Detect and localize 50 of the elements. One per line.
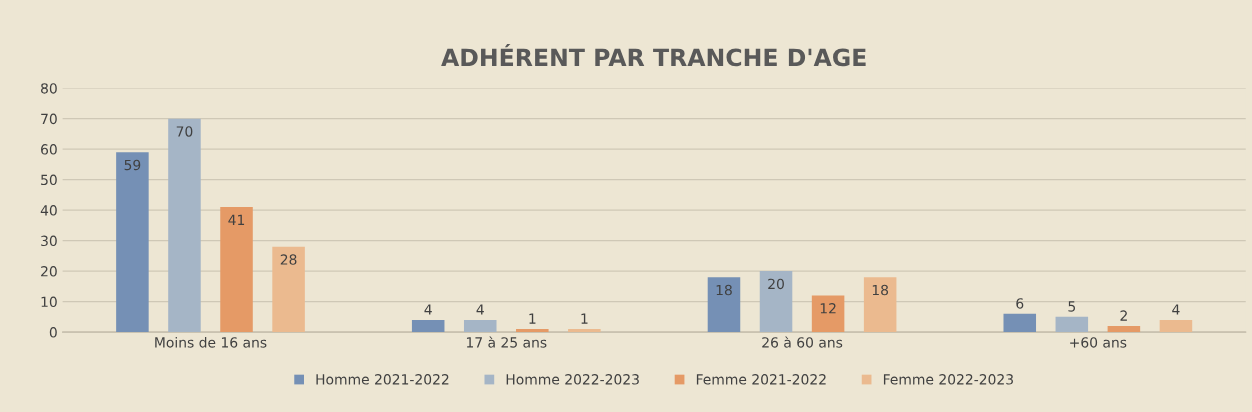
chart-title: ADHÉRENT PAR TRANCHE D'AGE bbox=[441, 44, 866, 67]
legend-label: Femme 2021-2022 bbox=[696, 374, 826, 385]
bar bbox=[1003, 313, 1037, 333]
bar bbox=[863, 277, 897, 333]
y-tick-label: 60 bbox=[41, 144, 57, 155]
data-label: 5 bbox=[1068, 301, 1076, 312]
data-label: 59 bbox=[124, 159, 141, 171]
y-tick-label: 70 bbox=[41, 113, 57, 125]
bar bbox=[272, 246, 305, 333]
data-label: 4 bbox=[424, 304, 432, 315]
y-tick-label: 50 bbox=[41, 174, 57, 186]
bar bbox=[220, 207, 253, 333]
bar bbox=[1055, 316, 1089, 333]
data-label: 18 bbox=[872, 284, 889, 296]
y-tick-label: 40 bbox=[40, 205, 57, 216]
data-label: 41 bbox=[228, 214, 245, 225]
data-label: 28 bbox=[280, 254, 297, 265]
bar bbox=[411, 319, 445, 333]
data-label: 4 bbox=[1172, 304, 1180, 315]
bar bbox=[516, 329, 549, 333]
legend-label: Homme 2021-2022 bbox=[316, 374, 449, 385]
data-label: 20 bbox=[768, 278, 784, 290]
bar bbox=[168, 118, 201, 333]
data-label: 1 bbox=[581, 313, 588, 324]
y-tick-label: 10 bbox=[41, 296, 57, 308]
bar bbox=[568, 329, 601, 333]
data-label: 1 bbox=[529, 313, 536, 324]
legend-label: Homme 2022-2023 bbox=[506, 374, 639, 385]
data-label: 4 bbox=[476, 304, 484, 315]
y-tick-label: 80 bbox=[41, 83, 57, 94]
bar bbox=[1107, 325, 1141, 333]
bar bbox=[707, 277, 741, 333]
data-label: 18 bbox=[716, 284, 732, 296]
x-tick-label: 26 à 60 ans bbox=[762, 336, 843, 348]
bar bbox=[759, 271, 793, 333]
data-label: 70 bbox=[176, 126, 193, 137]
bar bbox=[1159, 319, 1193, 333]
bar bbox=[116, 152, 149, 333]
bar bbox=[463, 319, 497, 333]
y-tick-label: 30 bbox=[41, 235, 57, 247]
y-tick-label: 20 bbox=[41, 266, 57, 277]
x-tick-label: Moins de 16 ans bbox=[155, 336, 267, 348]
y-tick-label: 0 bbox=[49, 327, 57, 338]
bar bbox=[811, 295, 845, 333]
data-label: 2 bbox=[1120, 310, 1127, 321]
legend-label: Femme 2022-2023 bbox=[883, 374, 1013, 385]
data-label: 12 bbox=[820, 303, 836, 314]
data-label: 6 bbox=[1016, 298, 1024, 309]
x-tick-label: +60 ans bbox=[1070, 337, 1127, 348]
x-tick-label: 17 à 25 ans bbox=[466, 336, 547, 348]
